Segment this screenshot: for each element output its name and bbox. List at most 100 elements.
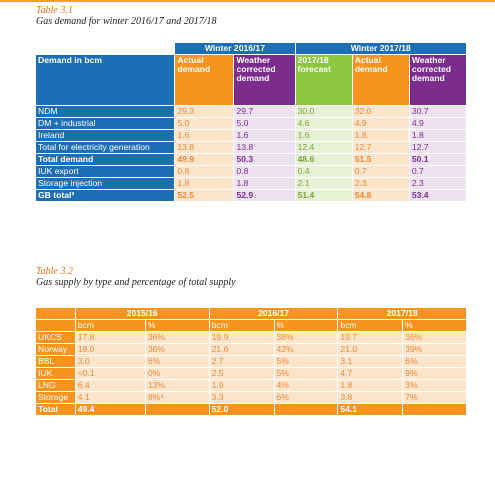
cell: 12.7: [352, 142, 409, 154]
sub-header-bcm: bcm: [75, 320, 145, 332]
cell: 29.3: [175, 106, 234, 118]
group-header-2017: Winter 2017/18: [295, 43, 466, 55]
cell: 0.7: [352, 166, 409, 178]
row-label: Ireland: [36, 130, 175, 142]
cell: 18.0: [75, 344, 145, 356]
cell: 0.7: [409, 166, 466, 178]
cell: 52.9: [234, 190, 295, 202]
table1-caption-title: Gas demand for winter 2016/17 and 2017/1…: [36, 15, 217, 27]
table-row-total: Total demand 49.9 50.3 48.6 51.5 50.1: [36, 154, 466, 166]
cell: 19.9: [209, 332, 274, 344]
row-label: NDM: [36, 106, 175, 118]
row-label: DM + industrial: [36, 118, 175, 130]
cell: 6.4: [75, 380, 145, 392]
table-row: Ireland 1.6 1.6 1.6 1.8 1.8: [36, 130, 466, 142]
cell: 3%: [403, 380, 466, 392]
table2-subcorner: [36, 320, 75, 332]
cell: 2.1: [295, 178, 352, 190]
cell: 0.8: [175, 166, 234, 178]
cell: 52.5: [175, 190, 234, 202]
cell: 39%: [403, 344, 466, 356]
cell: 5%: [274, 368, 338, 380]
row-label: Storage: [36, 392, 75, 404]
cell-empty: [403, 404, 466, 416]
cell: 1.8: [409, 130, 466, 142]
row-label: Total demand: [36, 154, 175, 166]
cell: 1.8: [338, 380, 403, 392]
cell: 13.8: [175, 142, 234, 154]
cell: 30.7: [409, 106, 466, 118]
cell: 5.0: [175, 118, 234, 130]
year-header-2015: 2015/16: [75, 308, 209, 320]
cell: 6%: [145, 356, 209, 368]
cell: 4.1: [75, 392, 145, 404]
year-header-2016: 2016/17: [209, 308, 338, 320]
cell: 4.9: [352, 118, 409, 130]
table2-caption-title: Gas supply by type and percentage of tot…: [36, 276, 236, 288]
cell: 51.5: [352, 154, 409, 166]
cell: 3.8: [338, 392, 403, 404]
cell: 8%⁴: [145, 392, 209, 404]
table-row: BBL 3.0 6% 2.7 5% 3.1 6%: [36, 356, 466, 368]
cell: 38%: [274, 332, 338, 344]
cell: 2.3: [352, 178, 409, 190]
cell: 54.8: [352, 190, 409, 202]
cell: 2.5: [209, 368, 274, 380]
cell: 36%: [145, 332, 209, 344]
cell: 50.3: [234, 154, 295, 166]
table-row: Total for electricity generation 13.8 13…: [36, 142, 466, 154]
cell: 3.0: [75, 356, 145, 368]
cell: 49.9: [175, 154, 234, 166]
cell: 42%: [274, 344, 338, 356]
cell: 54.1: [338, 404, 403, 416]
row-label: Total: [36, 404, 75, 416]
cell: 1.9: [209, 380, 274, 392]
table2-corner: [36, 308, 75, 320]
cell: 3.3: [209, 392, 274, 404]
group-header-2016: Winter 2016/17: [175, 43, 295, 55]
cell: 5%: [274, 356, 338, 368]
cell-empty: [145, 404, 209, 416]
cell: 1.6: [295, 130, 352, 142]
table-row: IUK export 0.8 0.8 0.4 0.7 0.7: [36, 166, 466, 178]
sub-header-pct: %: [403, 320, 466, 332]
cell: 2.7: [209, 356, 274, 368]
col-header-actual-2017: Actual demand: [352, 55, 409, 106]
cell: 13%: [145, 380, 209, 392]
table-row: Storage 4.1 8%⁴ 3.3 6% 3.8 7%: [36, 392, 466, 404]
col-header-actual-2016: Actual demand: [175, 55, 234, 106]
row-label: LNG: [36, 380, 75, 392]
table-row: LNG 6.4 13% 1.9 4% 1.8 3%: [36, 380, 466, 392]
cell: 48.6: [295, 154, 352, 166]
cell: 52.0: [209, 404, 274, 416]
cell: 12.7: [409, 142, 466, 154]
cell: 6%: [274, 392, 338, 404]
row-label: IUK export: [36, 166, 175, 178]
cell: 4.7: [338, 368, 403, 380]
cell: 4%: [274, 380, 338, 392]
gas-demand-table: Winter 2016/17 Winter 2017/18 Demand in …: [35, 42, 467, 202]
cell: 4.6: [295, 118, 352, 130]
row-label: GB total³: [36, 190, 175, 202]
cell: 49.4: [75, 404, 145, 416]
table-row: DM + industrial 5.0 5.0 4.6 4.9 4.9: [36, 118, 466, 130]
cell: 30.0: [295, 106, 352, 118]
cell: 0.8: [234, 166, 295, 178]
table-row: IUK <0.1 0% 2.5 5% 4.7 9%: [36, 368, 466, 380]
row-label: Total for electricity generation: [36, 142, 175, 154]
cell: 32.0: [352, 106, 409, 118]
row-header-demand: Demand in bcm: [36, 55, 175, 106]
cell: 21.6: [209, 344, 274, 356]
cell: 7%: [403, 392, 466, 404]
table-row: UKCS 17.8 36% 19.9 38% 19.7 36%: [36, 332, 466, 344]
table-row-total: GB total³ 52.5 52.9 51.4 54.8 53.4: [36, 190, 466, 202]
cell: 3.1: [338, 356, 403, 368]
gas-supply-table: 2015/16 2016/17 2017/18 bcm % bcm % bcm …: [35, 307, 467, 416]
cell: 0.4: [295, 166, 352, 178]
table2-caption-number: Table 3.2: [36, 266, 73, 277]
cell: 29.7: [234, 106, 295, 118]
cell: 1.8: [175, 178, 234, 190]
row-label: Norway: [36, 344, 75, 356]
cell: 17.8: [75, 332, 145, 344]
table-row: Storage injection 1.8 1.8 2.1 2.3 2.3: [36, 178, 466, 190]
